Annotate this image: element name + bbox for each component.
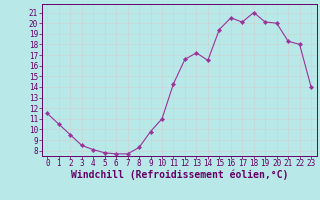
X-axis label: Windchill (Refroidissement éolien,°C): Windchill (Refroidissement éolien,°C) [70,170,288,180]
